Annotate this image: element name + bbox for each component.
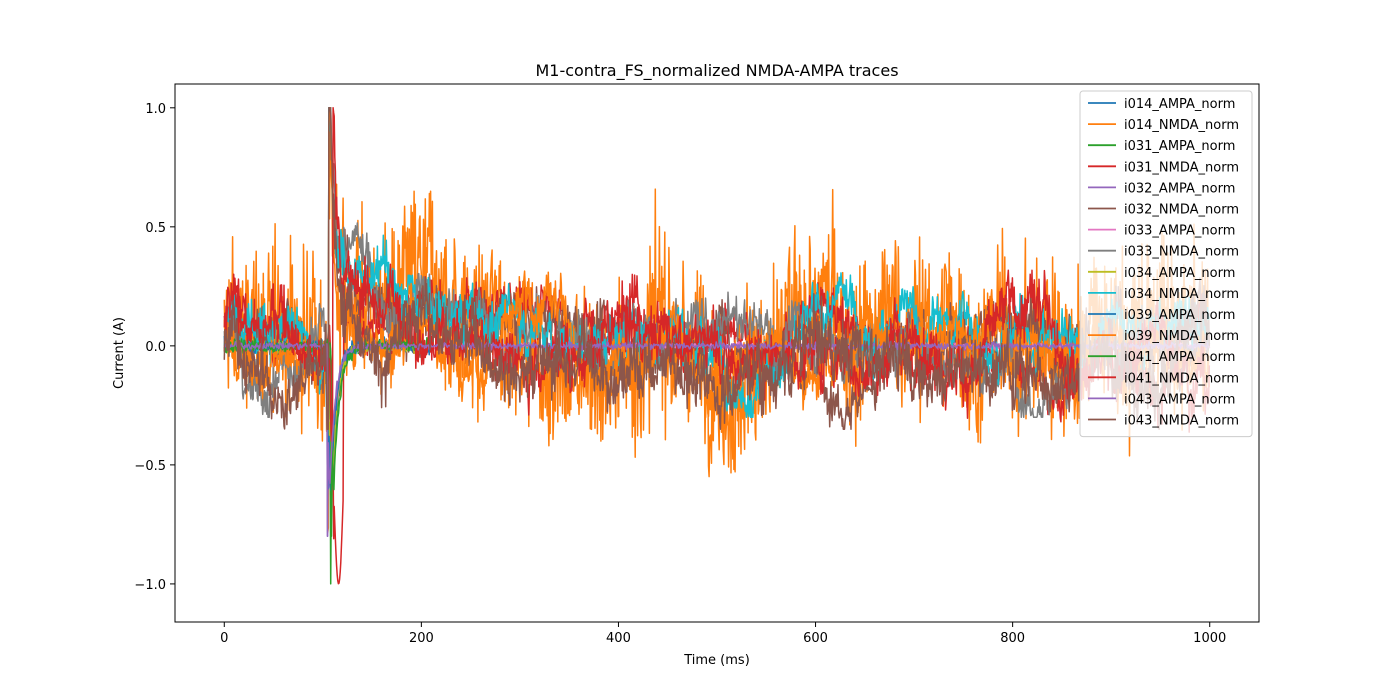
legend-entry: i039_NMDA_norm <box>1124 329 1239 344</box>
legend-entry: i041_NMDA_norm <box>1124 371 1239 386</box>
y-tick-label: −0.5 <box>134 459 166 474</box>
legend-box <box>1079 90 1253 438</box>
x-tick-label: 400 <box>606 631 631 646</box>
legend-entry: i032_AMPA_norm <box>1124 181 1235 196</box>
legend-entry: i031_AMPA_norm <box>1124 139 1235 154</box>
series-line-i041_NMDA_norm <box>223 107 1211 442</box>
legend-entry: i043_AMPA_norm <box>1124 392 1235 407</box>
series-line-i043_AMPA_norm <box>223 340 1211 538</box>
x-tick-label: 800 <box>1000 631 1025 646</box>
legend-entry: i031_NMDA_norm <box>1124 160 1239 175</box>
y-tick-label: 0.0 <box>145 340 166 355</box>
y-tick-label: 0.5 <box>145 221 166 236</box>
legend-entry: i032_NMDA_norm <box>1124 203 1239 218</box>
legend-entry: i034_AMPA_norm <box>1124 266 1235 281</box>
x-tick-label: 200 <box>409 631 434 646</box>
legend-entry: i039_AMPA_norm <box>1124 308 1235 323</box>
x-tick-label: 1000 <box>1193 631 1226 646</box>
legend-entry: i033_AMPA_norm <box>1124 224 1235 239</box>
legend-entry: i043_NMDA_norm <box>1124 414 1239 429</box>
y-tick-label: −1.0 <box>134 578 166 593</box>
y-axis-label: Current (A) <box>112 317 127 389</box>
legend-entry: i014_AMPA_norm <box>1124 97 1235 112</box>
x-axis-label: Time (ms) <box>683 653 750 668</box>
x-tick-label: 0 <box>220 631 228 646</box>
legend-entry: i041_AMPA_norm <box>1124 350 1235 365</box>
plot-frame <box>174 83 1260 623</box>
y-tick-label: 1.0 <box>145 102 166 117</box>
x-tick-label: 600 <box>803 631 828 646</box>
series-line-i043_NMDA_norm <box>223 107 1211 430</box>
legend-entry: i014_NMDA_norm <box>1124 118 1239 133</box>
legend-entry: i033_NMDA_norm <box>1124 245 1239 260</box>
y-axis: −1.0 −0.5 0.0 0.5 1.0 <box>134 102 175 593</box>
x-axis: 0 200 400 600 800 1000 <box>220 622 1226 646</box>
chart-title: M1-contra_FS_normalized NMDA-AMPA traces <box>535 61 898 81</box>
legend: i014_AMPA_norm i014_NMDA_norm i031_AMPA_no… <box>1079 90 1253 438</box>
traces <box>223 107 1211 585</box>
legend-entry: i034_NMDA_norm <box>1124 287 1239 302</box>
